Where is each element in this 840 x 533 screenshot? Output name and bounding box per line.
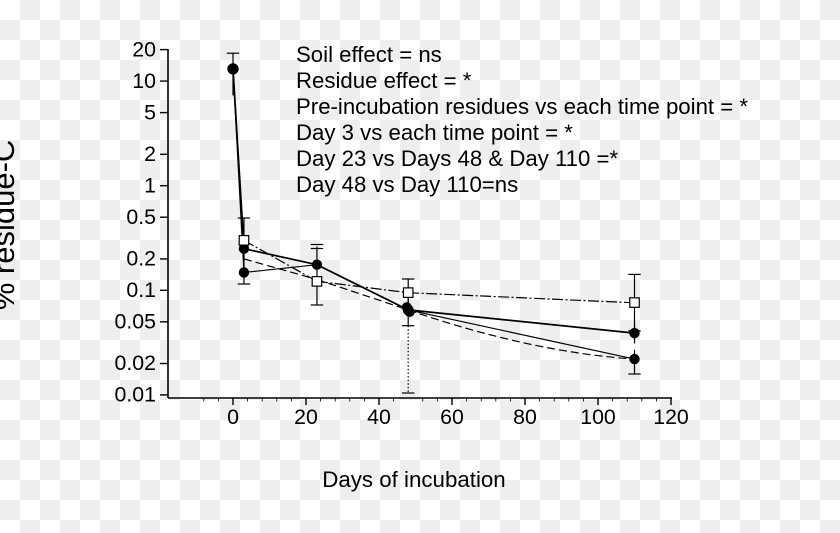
svg-text:20: 20 [132, 38, 156, 62]
svg-text:Day 48 vs Day 110=ns: Day 48 vs Day 110=ns [296, 172, 518, 197]
svg-text:0.5: 0.5 [126, 205, 156, 229]
svg-text:Residue effect = *: Residue effect = * [296, 68, 472, 93]
svg-text:10: 10 [132, 69, 156, 93]
svg-text:0.01: 0.01 [115, 383, 156, 407]
svg-text:0.02: 0.02 [115, 351, 156, 375]
svg-text:0.2: 0.2 [126, 247, 156, 271]
svg-text:0: 0 [227, 405, 239, 429]
svg-text:80: 80 [513, 405, 537, 429]
svg-text:Soil effect = ns: Soil effect = ns [296, 42, 442, 67]
svg-text:Day 23 vs Days 48 & Day 110 =*: Day 23 vs Days 48 & Day 110 =* [296, 146, 618, 171]
svg-text:0.1: 0.1 [126, 278, 156, 302]
svg-text:% residue-C: % residue-C [0, 140, 21, 311]
svg-text:2: 2 [144, 142, 156, 166]
svg-text:60: 60 [440, 405, 464, 429]
svg-text:Day 3 vs each time point = *: Day 3 vs each time point = * [296, 120, 573, 145]
svg-text:0.05: 0.05 [115, 310, 156, 334]
svg-text:1: 1 [144, 174, 156, 198]
svg-text:5: 5 [144, 101, 156, 125]
svg-text:Pre-incubation residues vs eac: Pre-incubation residues vs each time poi… [296, 94, 748, 119]
svg-text:20: 20 [294, 405, 318, 429]
svg-text:120: 120 [653, 405, 689, 429]
svg-text:Days of incubation: Days of incubation [322, 467, 505, 492]
svg-text:100: 100 [580, 405, 616, 429]
svg-text:40: 40 [367, 405, 391, 429]
